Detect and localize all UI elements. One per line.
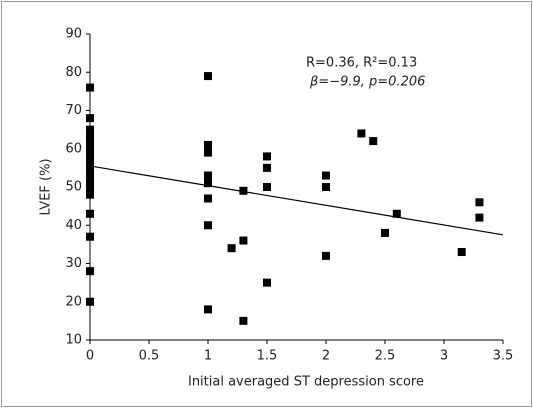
y-tick-label: 50	[65, 180, 82, 195]
y-tick-label: 10	[65, 333, 82, 348]
y-tick-label: 70	[65, 103, 82, 118]
point	[204, 221, 212, 230]
x-tick-label: 1	[204, 349, 212, 364]
point	[227, 244, 236, 253]
point	[263, 278, 271, 287]
point	[204, 72, 212, 81]
point	[457, 248, 466, 257]
point	[357, 129, 366, 138]
x-tick-label: 0	[86, 349, 94, 364]
point	[86, 267, 94, 276]
point	[322, 251, 330, 260]
x-tick-label: 0.5	[139, 349, 160, 364]
point	[369, 137, 378, 146]
x-tick-label: 3	[440, 349, 448, 364]
point	[86, 83, 94, 92]
y-axis-title: LVEF (%)	[39, 158, 54, 215]
point	[204, 194, 212, 203]
point	[392, 209, 401, 218]
y-tick-label: 60	[65, 141, 82, 156]
point	[263, 163, 271, 172]
y-tick-label: 80	[65, 65, 82, 80]
point	[204, 179, 212, 188]
y-tick-label: 90	[65, 27, 82, 42]
point	[263, 183, 271, 191]
point	[239, 316, 248, 325]
point	[322, 183, 330, 191]
point	[86, 190, 94, 199]
annotation: β=−9.9, p=0.206	[309, 75, 425, 90]
annotation: R=0.36, R²=0.13	[306, 56, 417, 71]
trend-line	[89, 165, 504, 236]
point	[239, 186, 248, 195]
point	[86, 114, 94, 123]
point	[381, 228, 389, 237]
y-tick-label: 30	[65, 256, 82, 271]
point	[475, 198, 484, 207]
point	[204, 305, 212, 314]
point	[204, 148, 212, 157]
point	[86, 171, 94, 180]
x-tick-label: 3.5	[493, 349, 514, 364]
x-tick-label: 1.5	[257, 349, 278, 364]
point	[86, 297, 94, 306]
point	[475, 213, 484, 222]
x-tick-label: 2	[322, 349, 330, 364]
point	[322, 171, 330, 180]
x-tick-label: 2.5	[375, 349, 396, 364]
point	[86, 232, 94, 241]
y-tick-label: 40	[65, 218, 82, 233]
x-axis-title: Initial averaged ST depression score	[188, 375, 424, 390]
point	[263, 152, 271, 161]
y-tick-label: 20	[65, 294, 82, 309]
point	[86, 209, 94, 218]
point	[239, 236, 248, 245]
